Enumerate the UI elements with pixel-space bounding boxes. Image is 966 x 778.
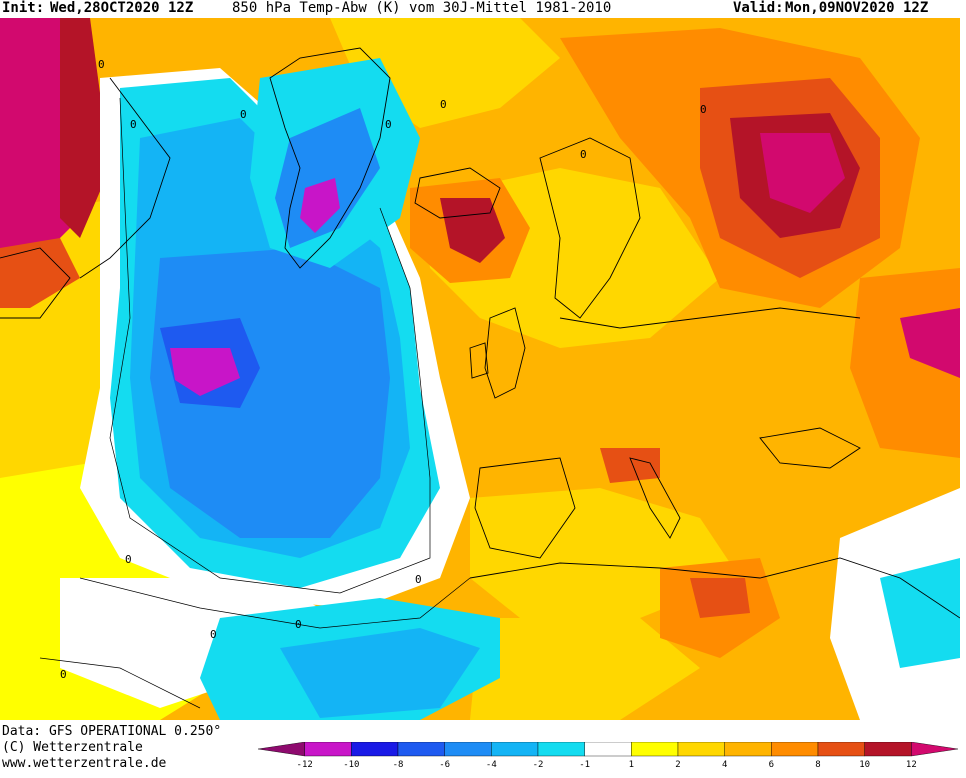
legend-swatch — [724, 742, 772, 757]
field-magenta-russia — [760, 133, 845, 213]
legend-tick-label: -10 — [343, 760, 359, 770]
field-blue — [150, 248, 390, 538]
coast-ireland — [469, 342, 489, 379]
legend-tick-label: 2 — [675, 760, 680, 770]
legend-tick-label: 6 — [769, 760, 774, 770]
legend-swatch — [258, 742, 305, 757]
coastlines — [0, 47, 960, 619]
coast-scandinavia — [539, 137, 641, 319]
field-gold-africa — [470, 618, 700, 720]
legend-tick-label: -8 — [393, 760, 404, 770]
contour-label: 0 — [415, 573, 422, 586]
legend-tick-label: -2 — [533, 760, 544, 770]
contour-labels: 0 0 0 0 0 0 0 0 0 0 0 0 — [60, 58, 707, 681]
contour-label: 0 — [295, 618, 302, 631]
init-label: Init: — [2, 0, 45, 16]
contour-label: 0 — [385, 118, 392, 131]
legend-swatch — [397, 742, 445, 757]
map-title: 850 hPa Temp-Abw (K) vom 30J-Mittel 1981… — [232, 0, 612, 16]
contour-label: 0 — [210, 628, 217, 641]
field-red-iceland — [440, 198, 505, 263]
legend-swatch — [631, 742, 679, 757]
coast-italy — [629, 457, 681, 539]
legend-swatch — [771, 742, 819, 757]
field-red-northwest — [60, 18, 110, 238]
contour-cold-pool — [109, 97, 431, 594]
legend-tick-label: -4 — [486, 760, 497, 770]
init-value: Wed,28OCT2020 12Z — [50, 0, 194, 16]
legend-tick-label: 8 — [815, 760, 820, 770]
legend-swatch — [444, 742, 492, 757]
map-canvas: 0 0 0 0 0 0 0 0 0 0 0 0 — [0, 18, 960, 720]
legend-tick-label: 1 — [629, 760, 634, 770]
legend-tick-label: 12 — [906, 760, 917, 770]
legend-tick-label: -1 — [579, 760, 590, 770]
legend-swatch — [584, 742, 632, 757]
field-dark-orange-alps — [600, 448, 660, 483]
coast-canada — [79, 77, 171, 279]
footer-copyright: (C) Wetterzentrale — [2, 740, 143, 755]
legend-swatch — [911, 742, 958, 757]
valid-value: Mon,09NOV2020 12Z — [785, 0, 929, 16]
legend-swatch — [817, 742, 865, 757]
field-purple-low — [170, 348, 240, 396]
legend-tick-label: -6 — [439, 760, 450, 770]
coast-britain — [484, 307, 526, 399]
valid-label: Valid: — [733, 0, 784, 16]
contour-label: 0 — [125, 553, 132, 566]
field-south-lightblue — [280, 628, 480, 718]
contour-label: 0 — [240, 108, 247, 121]
legend-tick-label: -12 — [297, 760, 313, 770]
contour-label: 0 — [130, 118, 137, 131]
field-greenland-purple — [300, 178, 340, 233]
legend-swatch — [864, 742, 912, 757]
coast-hudson — [0, 247, 71, 319]
legend-swatch — [351, 742, 399, 757]
legend-swatches — [258, 742, 958, 757]
legend-swatch — [491, 742, 539, 757]
coast-black-sea — [759, 427, 861, 469]
zero-contours — [39, 97, 471, 709]
legend-tick-label: 4 — [722, 760, 727, 770]
legend-tick-label: 10 — [859, 760, 870, 770]
coast-iceland — [414, 167, 501, 219]
field-cyan-mideast — [880, 558, 960, 668]
footer-data-source: Data: GFS OPERATIONAL 0.250° — [2, 724, 222, 739]
color-legend: -12 -10 -8 -6 -4 -2 -1 1 2 4 6 8 10 12 — [258, 742, 958, 770]
contour-south — [79, 577, 471, 629]
field-magenta-east — [900, 308, 960, 378]
coast-greenland — [269, 47, 391, 269]
contour-label: 0 — [98, 58, 105, 71]
field-orange-northwest — [0, 238, 80, 308]
footer-url: www.wetterzentrale.de — [2, 756, 167, 771]
contour-label: 0 — [580, 148, 587, 161]
temperature-anomaly-map: 0 0 0 0 0 0 0 0 0 0 0 0 — [0, 18, 960, 720]
coast-africa — [469, 557, 960, 619]
contour-label: 0 — [60, 668, 67, 681]
legend-ticks: -12 -10 -8 -6 -4 -2 -1 1 2 4 6 8 10 12 — [297, 760, 917, 770]
contour-southwest — [39, 657, 201, 709]
field-white-southwest — [60, 578, 340, 708]
coast-europe-north — [559, 307, 861, 329]
legend-swatch — [304, 742, 352, 757]
legend-swatch — [677, 742, 725, 757]
field-dark-orange-africa — [690, 578, 750, 618]
coast-iberia — [474, 457, 576, 559]
legend-swatch — [537, 742, 585, 757]
contour-label: 0 — [700, 103, 707, 116]
contour-label: 0 — [440, 98, 447, 111]
